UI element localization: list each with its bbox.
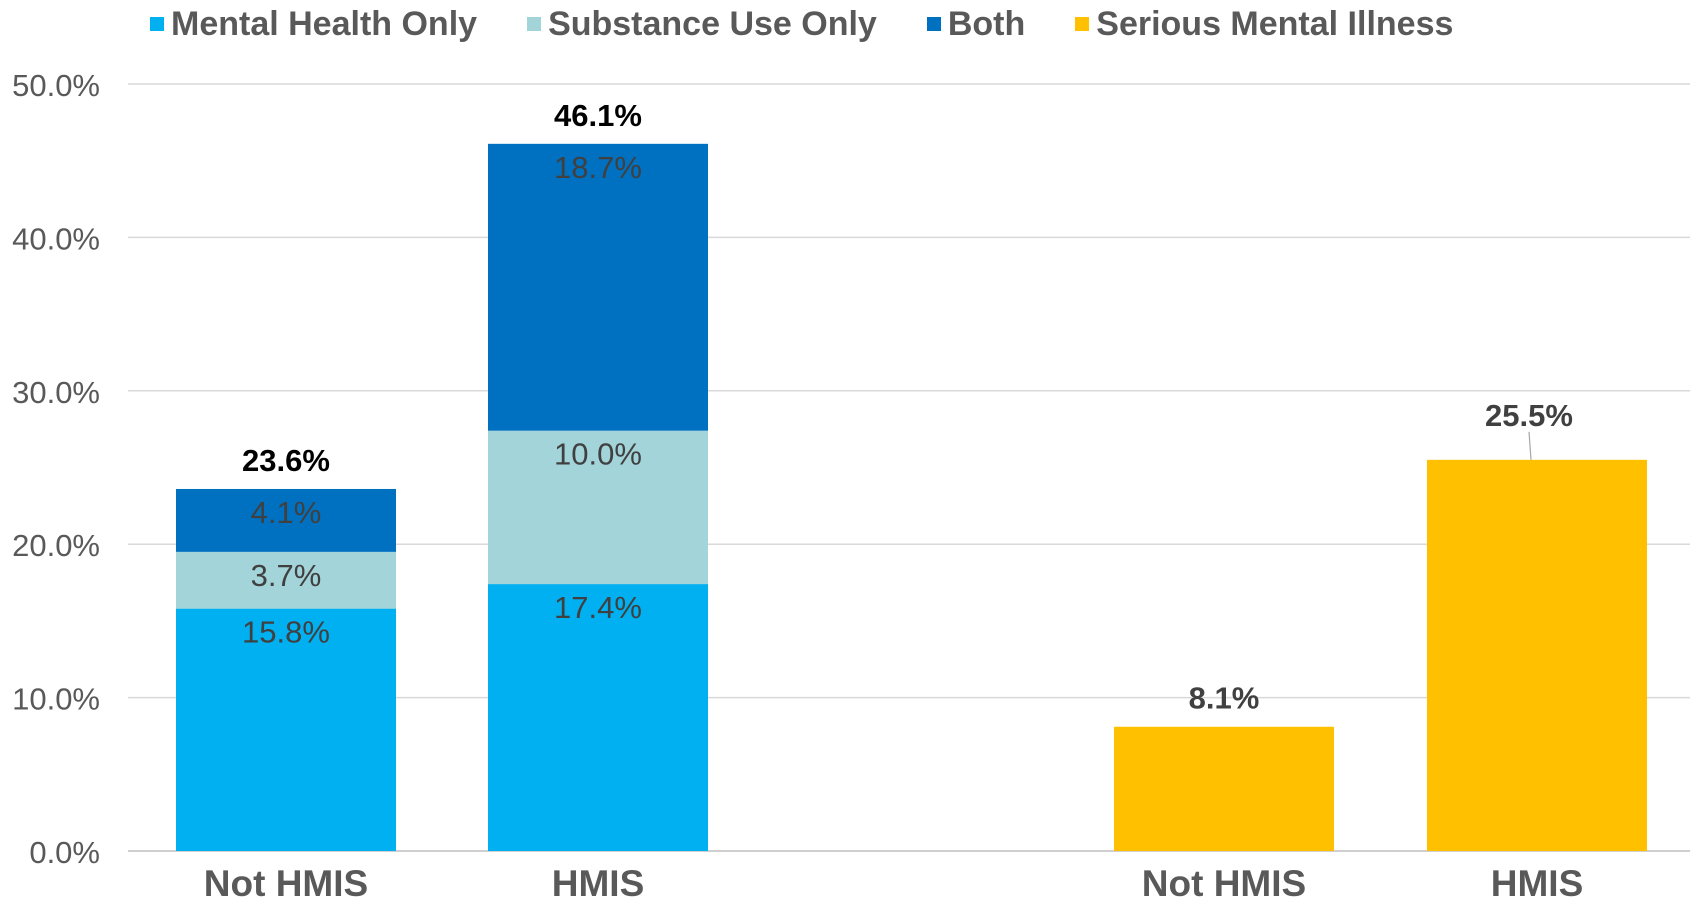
legend-label: Serious Mental Illness (1096, 4, 1454, 43)
total-label: 46.1% (554, 98, 642, 133)
chart-legend: Mental Health Only Substance Use Only Bo… (150, 4, 1503, 44)
legend-label: Substance Use Only (548, 4, 877, 43)
data-label: 15.8% (242, 615, 330, 650)
x-tick-label: HMIS (1491, 863, 1584, 904)
data-label: 18.7% (554, 150, 642, 185)
legend-item-mental-health-only: Mental Health Only (150, 5, 477, 44)
bar-segment (488, 430, 708, 585)
leader-line (1528, 431, 1532, 460)
bar (1114, 726, 1334, 851)
legend-swatch (1075, 17, 1090, 31)
bar-segment (488, 584, 708, 851)
legend-swatch (527, 17, 542, 31)
data-label: 8.1% (1189, 681, 1260, 716)
data-label: 10.0% (554, 437, 642, 472)
data-label: 25.5% (1485, 398, 1573, 433)
y-tick-label: 40.0% (12, 221, 100, 256)
legend-item-both: Both (926, 4, 1026, 44)
y-tick-label: 50.0% (12, 68, 100, 103)
bar-segment (488, 143, 708, 431)
y-tick-label: 10.0% (12, 682, 100, 717)
legend-item-serious-mental-illness: Serious Mental Illness (1075, 5, 1453, 44)
legend-swatch (150, 17, 164, 31)
bar-segment (176, 488, 396, 552)
bar-segment (176, 551, 396, 609)
total-label: 23.6% (242, 443, 330, 478)
y-tick-label: 0.0% (29, 835, 100, 870)
legend-item-substance-use-only: Substance Use Only (527, 5, 877, 44)
legend-swatch (926, 17, 941, 31)
bar-segment (176, 608, 396, 851)
legend-label: Mental Health Only (171, 4, 478, 43)
x-tick-label: Not HMIS (204, 863, 368, 904)
data-label: 4.1% (251, 495, 322, 530)
bar (1427, 459, 1647, 851)
data-label: 3.7% (251, 558, 322, 593)
y-tick-label: 20.0% (12, 528, 100, 563)
data-label: 17.4% (554, 590, 642, 625)
legend-label: Both (947, 4, 1026, 43)
x-tick-label: Not HMIS (1142, 863, 1306, 904)
y-tick-label: 30.0% (12, 375, 100, 410)
x-tick-label: HMIS (552, 863, 645, 904)
